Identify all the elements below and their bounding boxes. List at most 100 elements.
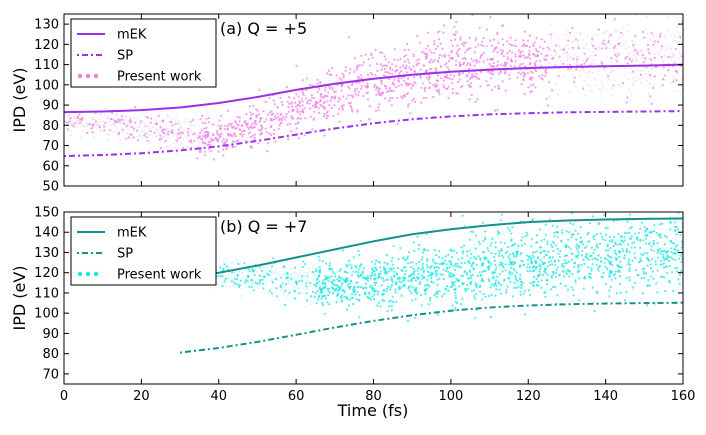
scatter-point bbox=[428, 87, 431, 90]
scatter-point bbox=[239, 128, 242, 131]
scatter-point bbox=[253, 122, 256, 125]
y-tick-label: 130 bbox=[34, 246, 59, 261]
scatter-point bbox=[258, 273, 261, 275]
scatter-point bbox=[280, 119, 283, 122]
scatter-point bbox=[361, 270, 364, 273]
scatter-point bbox=[334, 90, 337, 93]
scatter-point bbox=[167, 136, 169, 139]
scatter-point bbox=[566, 39, 568, 42]
scatter-point bbox=[579, 75, 581, 78]
scatter-point bbox=[468, 260, 471, 263]
scatter-point bbox=[538, 270, 541, 273]
scatter-point bbox=[633, 241, 636, 244]
scatter-point bbox=[305, 271, 308, 274]
scatter-point bbox=[315, 105, 318, 108]
scatter-point bbox=[610, 71, 613, 73]
scatter-point bbox=[473, 295, 476, 298]
scatter-point bbox=[386, 287, 389, 290]
scatter-point bbox=[217, 133, 220, 137]
scatter-point bbox=[614, 252, 617, 255]
scatter-point bbox=[282, 116, 285, 119]
scatter-point bbox=[645, 204, 647, 206]
scatter-point bbox=[391, 97, 394, 100]
scatter-point bbox=[249, 145, 252, 148]
scatter-point bbox=[524, 44, 527, 47]
scatter-point bbox=[231, 135, 234, 138]
scatter-point bbox=[354, 293, 357, 296]
scatter-point bbox=[455, 21, 458, 24]
scatter-point bbox=[395, 273, 399, 276]
scatter-point bbox=[665, 37, 667, 40]
scatter-point bbox=[400, 77, 403, 80]
scatter-point bbox=[441, 257, 444, 260]
scatter-point bbox=[457, 258, 460, 261]
scatter-point bbox=[386, 310, 389, 313]
scatter-point bbox=[614, 51, 617, 53]
scatter-point bbox=[544, 70, 547, 73]
scatter-point bbox=[233, 281, 236, 284]
scatter-point bbox=[506, 52, 509, 55]
scatter-point bbox=[528, 266, 531, 269]
scatter-point bbox=[421, 265, 424, 268]
scatter-point bbox=[469, 281, 472, 284]
scatter-point bbox=[498, 252, 501, 255]
scatter-point bbox=[368, 105, 372, 108]
scatter-point bbox=[480, 43, 483, 47]
scatter-point bbox=[663, 243, 666, 246]
scatter-point bbox=[447, 289, 450, 292]
scatter-point bbox=[611, 70, 614, 73]
scatter-point bbox=[645, 242, 648, 245]
scatter-point bbox=[605, 189, 607, 191]
scatter-point bbox=[457, 55, 460, 58]
scatter-point bbox=[319, 81, 322, 84]
scatter-point bbox=[646, 234, 649, 237]
scatter-point bbox=[212, 158, 215, 161]
scatter-point bbox=[566, 53, 569, 56]
scatter-point bbox=[401, 285, 404, 288]
scatter-point bbox=[652, 250, 655, 253]
scatter-point bbox=[144, 125, 147, 128]
scatter-point bbox=[275, 287, 278, 290]
scatter-point bbox=[594, 47, 597, 50]
scatter-point bbox=[635, 69, 638, 72]
scatter-point bbox=[484, 230, 487, 233]
scatter-point bbox=[634, 35, 637, 38]
scatter-point bbox=[110, 118, 113, 121]
scatter-point bbox=[577, 266, 580, 269]
scatter-point bbox=[519, 52, 522, 55]
scatter-point bbox=[649, 263, 652, 266]
scatter-point bbox=[663, 54, 666, 56]
scatter-point bbox=[328, 73, 331, 76]
scatter-point bbox=[655, 231, 658, 235]
scatter-point bbox=[250, 114, 253, 117]
scatter-point bbox=[390, 284, 394, 287]
scatter-point bbox=[382, 266, 385, 269]
scatter-point bbox=[261, 278, 264, 281]
scatter-point bbox=[575, 245, 578, 248]
scatter-point bbox=[553, 259, 557, 262]
scatter-point bbox=[607, 75, 610, 78]
scatter-point bbox=[317, 270, 320, 273]
scatter-point bbox=[622, 26, 625, 29]
scatter-point bbox=[169, 144, 172, 147]
scatter-point bbox=[359, 263, 362, 267]
scatter-point bbox=[447, 68, 451, 71]
scatter-point bbox=[412, 267, 415, 271]
scatter-point bbox=[566, 51, 569, 54]
scatter-point bbox=[676, 244, 679, 247]
scatter-point bbox=[159, 147, 162, 150]
scatter-point bbox=[635, 14, 637, 16]
scatter-point bbox=[369, 286, 372, 289]
scatter-point bbox=[671, 52, 674, 55]
scatter-point bbox=[197, 132, 200, 135]
scatter-point bbox=[482, 269, 486, 272]
scatter-point bbox=[116, 114, 119, 117]
scatter-point bbox=[448, 266, 451, 269]
scatter-point bbox=[667, 69, 670, 72]
scatter-point bbox=[397, 84, 400, 87]
scatter-point bbox=[385, 64, 388, 68]
scatter-point bbox=[595, 233, 599, 236]
scatter-point bbox=[498, 231, 501, 234]
scatter-point bbox=[548, 48, 551, 51]
scatter-point bbox=[303, 275, 306, 277]
